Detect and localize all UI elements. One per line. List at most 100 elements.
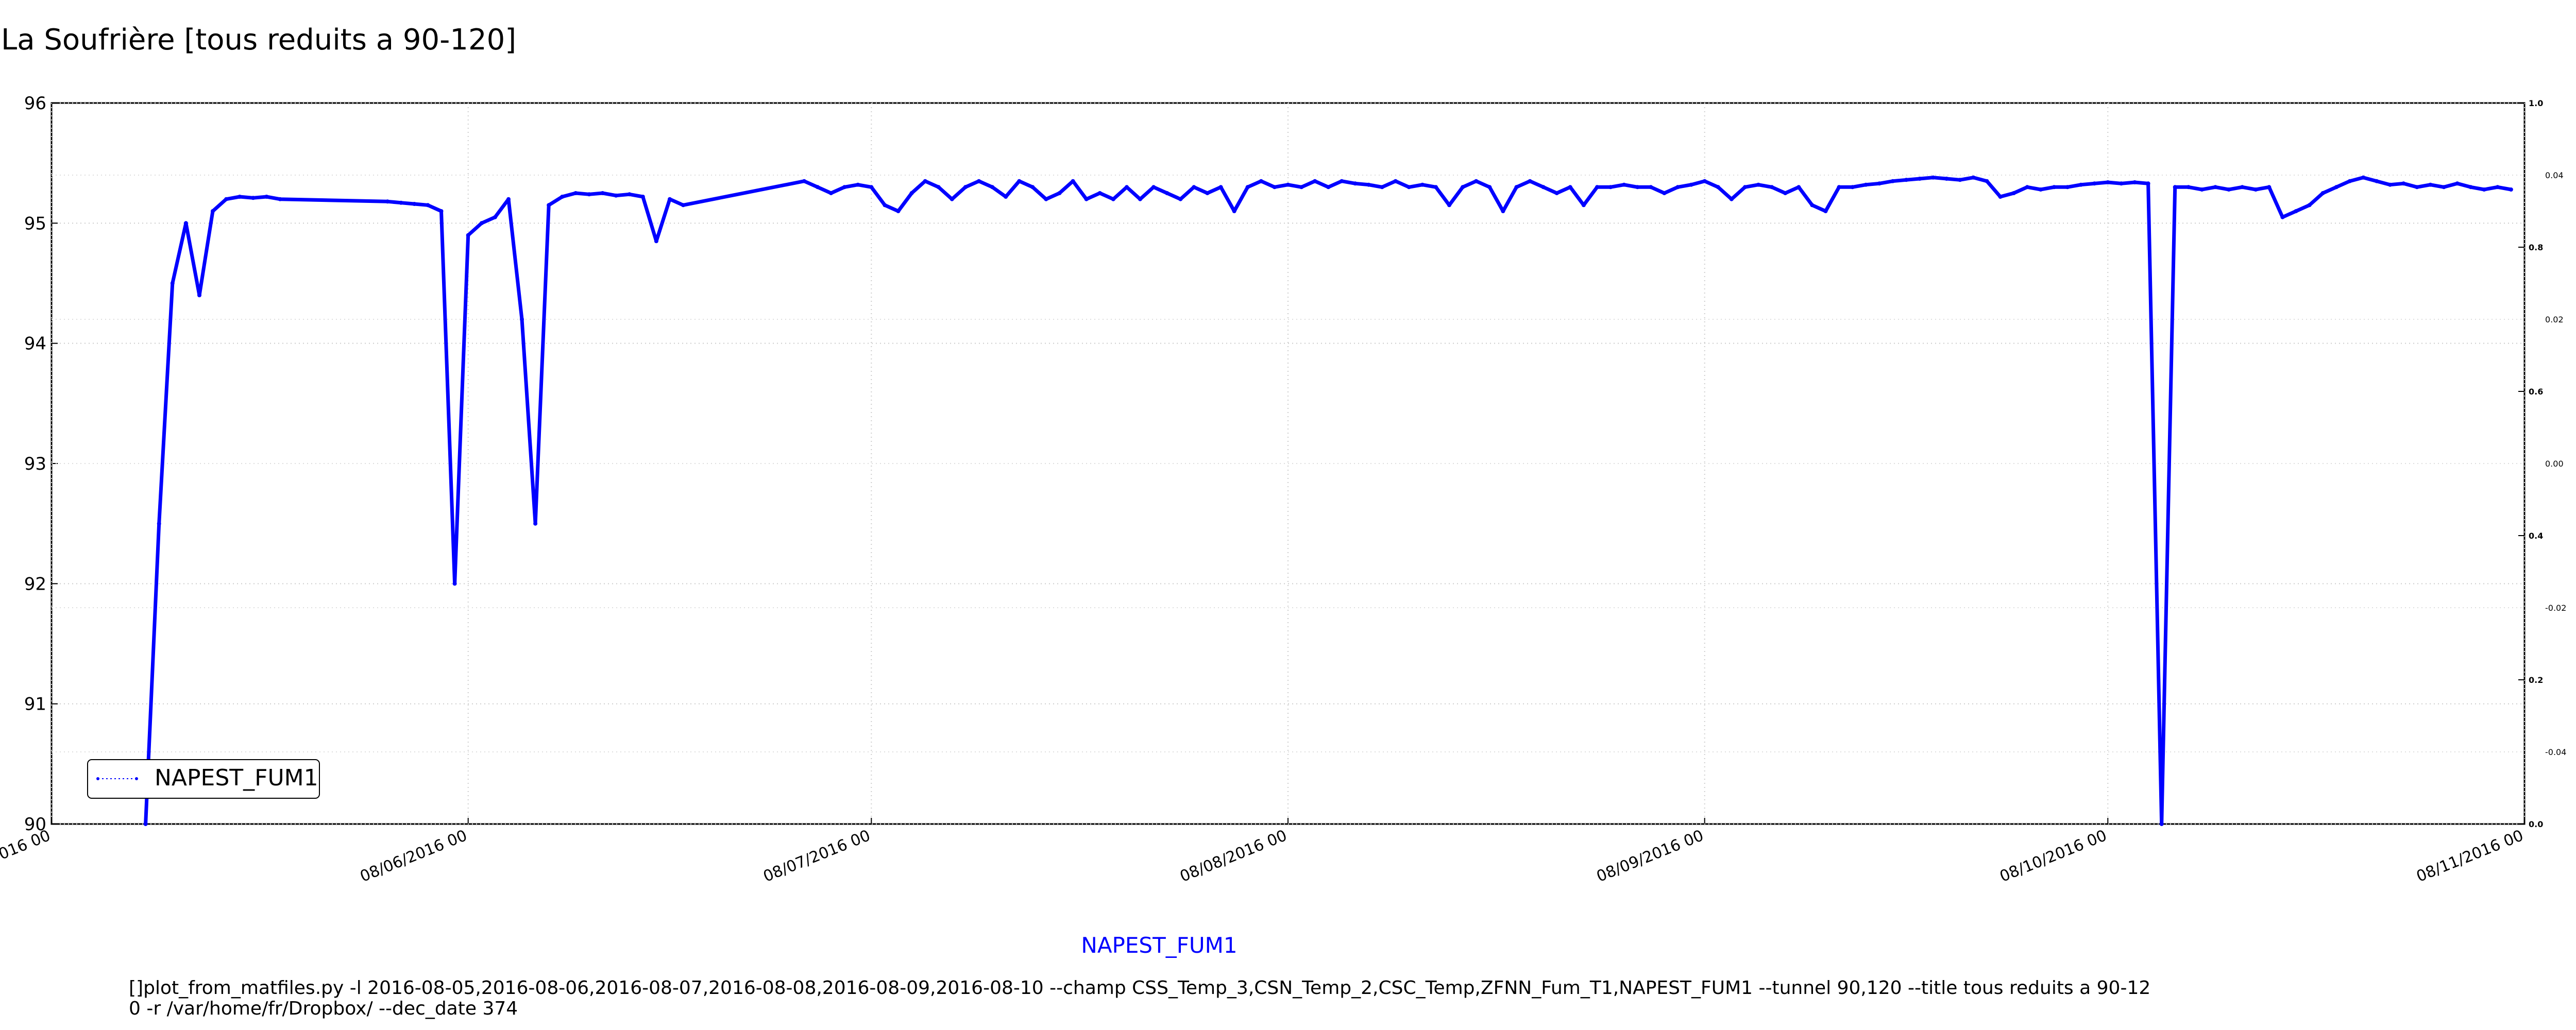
x-tick-label: 08/10/2016 00 bbox=[1997, 827, 2110, 886]
legend-box bbox=[87, 759, 320, 799]
x-axis-label: NAPEST_FUM1 bbox=[1081, 933, 1237, 958]
data-point bbox=[2065, 185, 2070, 190]
data-point bbox=[2482, 187, 2486, 192]
data-point bbox=[1756, 182, 1760, 187]
x-tick-labels: 08/05/2016 00 08/06/2016 00 08/07/2016 00 0… bbox=[0, 827, 2526, 886]
right-axis-2-tick-label: -0.04 bbox=[2545, 747, 2566, 757]
data-point bbox=[2375, 179, 2379, 183]
data-point bbox=[1931, 175, 1936, 180]
data-point bbox=[1514, 185, 1519, 190]
data-point bbox=[1272, 185, 1277, 190]
data-point bbox=[1313, 179, 1317, 183]
data-point bbox=[1487, 185, 1492, 190]
data-point bbox=[1608, 185, 1613, 190]
data-point bbox=[1622, 182, 1626, 187]
data-point bbox=[479, 221, 484, 226]
data-point bbox=[170, 281, 175, 285]
data-point bbox=[668, 197, 672, 201]
data-point bbox=[1259, 179, 1263, 183]
data-point bbox=[1998, 195, 2003, 199]
series-line bbox=[144, 176, 2512, 826]
data-point bbox=[506, 197, 511, 201]
data-point bbox=[1030, 185, 1035, 190]
data-point bbox=[1528, 179, 1532, 183]
right-axis-2-ticks: -0.04 -0.02 0.00 0.02 0.04 bbox=[2545, 170, 2566, 757]
data-point bbox=[264, 195, 269, 199]
data-point bbox=[856, 182, 860, 187]
data-point bbox=[2509, 187, 2513, 192]
data-point bbox=[2119, 181, 2124, 186]
data-point bbox=[1138, 197, 1142, 201]
data-point bbox=[2415, 185, 2419, 190]
data-point bbox=[1111, 197, 1115, 201]
data-point bbox=[2186, 185, 2191, 190]
data-point bbox=[2025, 185, 2029, 190]
data-point bbox=[2455, 181, 2460, 186]
data-point bbox=[2011, 191, 2016, 195]
data-point bbox=[1863, 182, 1868, 187]
y-tick-label: 95 bbox=[24, 213, 46, 234]
data-point bbox=[278, 197, 282, 201]
data-point bbox=[1474, 179, 1479, 183]
right-axis-1-tick-label: 0.2 bbox=[2529, 675, 2543, 685]
x-tick-label: 08/07/2016 00 bbox=[761, 827, 873, 886]
data-point bbox=[1380, 185, 1384, 190]
data-point bbox=[2240, 185, 2245, 190]
y-tick-label: 94 bbox=[24, 334, 46, 354]
data-point bbox=[1702, 179, 1707, 183]
data-point bbox=[1689, 182, 1693, 187]
right-axis-1-tick-label: 1.0 bbox=[2529, 98, 2543, 108]
data-point bbox=[143, 822, 148, 826]
data-point bbox=[1406, 185, 1411, 190]
right-axis-1-tick-label: 0.6 bbox=[2529, 387, 2543, 397]
legend-marker bbox=[96, 777, 99, 780]
data-point bbox=[183, 221, 188, 226]
right-axis-2-tick-label: 0.00 bbox=[2545, 459, 2564, 469]
data-point bbox=[573, 191, 578, 195]
data-point bbox=[2388, 182, 2393, 187]
data-point bbox=[1716, 185, 1720, 190]
data-point bbox=[842, 185, 847, 190]
data-point bbox=[1097, 191, 1102, 195]
data-point bbox=[439, 209, 444, 213]
data-point bbox=[2199, 187, 2204, 192]
data-point bbox=[1192, 185, 1196, 190]
data-point bbox=[426, 203, 430, 208]
data-point bbox=[547, 203, 551, 208]
data-point bbox=[681, 203, 686, 208]
data-point bbox=[2213, 185, 2217, 190]
data-point bbox=[466, 233, 470, 237]
data-point bbox=[1501, 209, 1505, 213]
legend-marker bbox=[135, 777, 138, 780]
data-point bbox=[1218, 185, 1223, 190]
data-point bbox=[2173, 185, 2177, 190]
data-point bbox=[1971, 175, 1976, 180]
data-point bbox=[1675, 185, 1680, 190]
right-axis-1-ticks: 0.0 0.2 0.4 0.6 0.8 1.0 bbox=[2518, 98, 2543, 829]
data-point bbox=[1245, 185, 1250, 190]
data-point bbox=[1797, 185, 1801, 190]
data-point bbox=[493, 215, 497, 219]
data-point bbox=[1568, 185, 1572, 190]
data-point bbox=[909, 191, 914, 195]
data-point bbox=[1340, 179, 1344, 183]
legend: NAPEST_FUM1 bbox=[87, 759, 320, 799]
data-point bbox=[1595, 185, 1599, 190]
data-point bbox=[2320, 191, 2325, 195]
y-tick-label: 92 bbox=[24, 574, 46, 594]
x-tick-label: 08/11/2016 00 bbox=[2414, 827, 2526, 886]
data-point bbox=[1299, 185, 1304, 190]
data-point bbox=[1461, 185, 1465, 190]
data-point bbox=[1178, 197, 1183, 201]
data-point bbox=[1084, 197, 1089, 201]
right-axis-2-tick-label: 0.02 bbox=[2545, 315, 2564, 324]
data-point bbox=[1125, 185, 1129, 190]
data-point bbox=[963, 185, 968, 190]
data-point bbox=[1783, 191, 1788, 195]
data-point bbox=[977, 179, 981, 183]
right-axis-2-tick-label: -0.02 bbox=[2545, 603, 2566, 613]
data-point bbox=[936, 185, 941, 190]
right-axis-1-tick-label: 0.8 bbox=[2529, 243, 2543, 252]
data-point bbox=[1810, 203, 1815, 208]
